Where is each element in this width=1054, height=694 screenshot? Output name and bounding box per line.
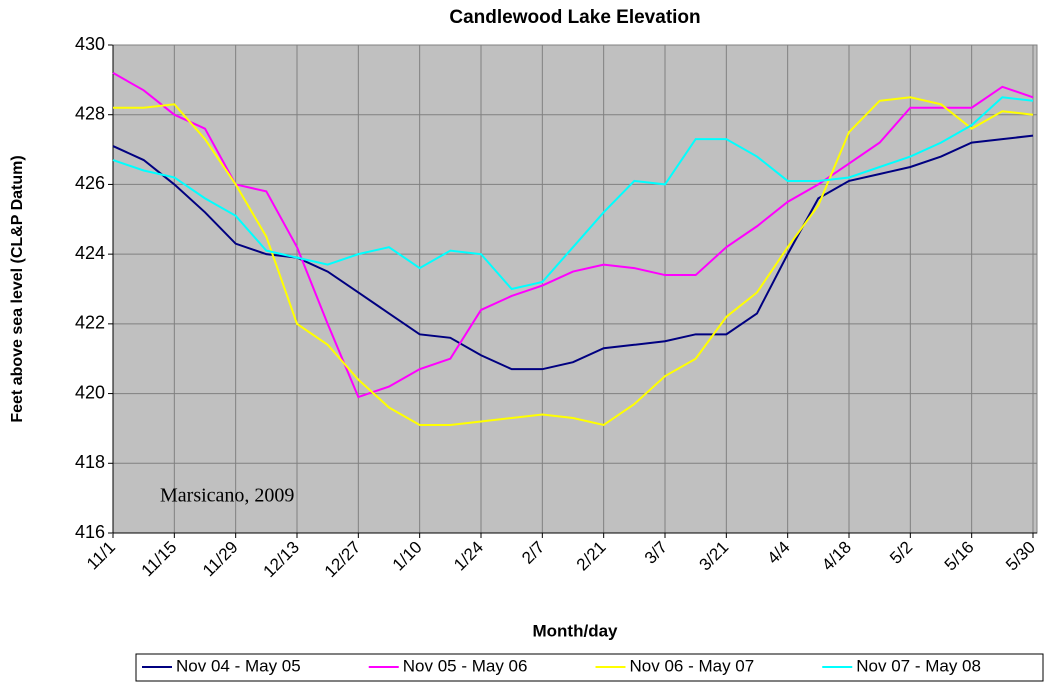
y-axis-label: Feet above sea level (CL&P Datum): [9, 155, 26, 422]
x-tick-label: 4/4: [764, 538, 794, 568]
chart-title: Candlewood Lake Elevation: [449, 7, 700, 28]
x-tick-label: 4/18: [818, 538, 855, 575]
y-tick-label: 426: [75, 173, 105, 193]
y-tick-label: 418: [75, 452, 105, 472]
series-line: [112, 134, 1034, 371]
legend-label: Nov 06 - May 07: [630, 656, 755, 675]
legend-label: Nov 07 - May 08: [856, 656, 981, 675]
y-tick-label: 430: [75, 34, 105, 54]
y-tick-label: 416: [75, 522, 105, 542]
y-tick-label: 422: [75, 313, 105, 333]
x-tick-label: 11/15: [138, 538, 181, 581]
x-tick-label: 1/10: [389, 538, 426, 575]
x-tick-label: 5/2: [886, 538, 916, 568]
x-tick-label: 2/7: [518, 538, 548, 568]
legend-box: [135, 653, 1044, 682]
plot-area: [113, 45, 1037, 533]
y-tick-label: 420: [75, 382, 105, 402]
x-tick-label: 3/7: [641, 538, 671, 568]
x-axis-label: Month/day: [533, 621, 619, 640]
x-tick-label: 12/13: [259, 538, 303, 582]
series-line: [112, 96, 1034, 291]
legend-label: Nov 04 - May 05: [176, 656, 301, 675]
legend-label: Nov 05 - May 06: [403, 656, 528, 675]
x-tick-label: 5/16: [941, 538, 978, 575]
series-line: [112, 72, 1034, 399]
y-tick-label: 428: [75, 103, 105, 123]
x-tick-label: 5/30: [1002, 538, 1039, 575]
y-tick-label: 424: [75, 243, 105, 263]
x-tick-label: 11/1: [83, 538, 119, 574]
x-tick-label: 11/29: [199, 538, 242, 581]
annotation: Marsicano, 2009: [160, 485, 294, 507]
x-tick-label: 2/21: [573, 538, 610, 575]
x-tick-label: 12/27: [321, 538, 365, 582]
x-tick-label: 3/21: [695, 538, 732, 575]
x-tick-label: 1/24: [450, 538, 487, 575]
series-line: [113, 96, 1034, 427]
